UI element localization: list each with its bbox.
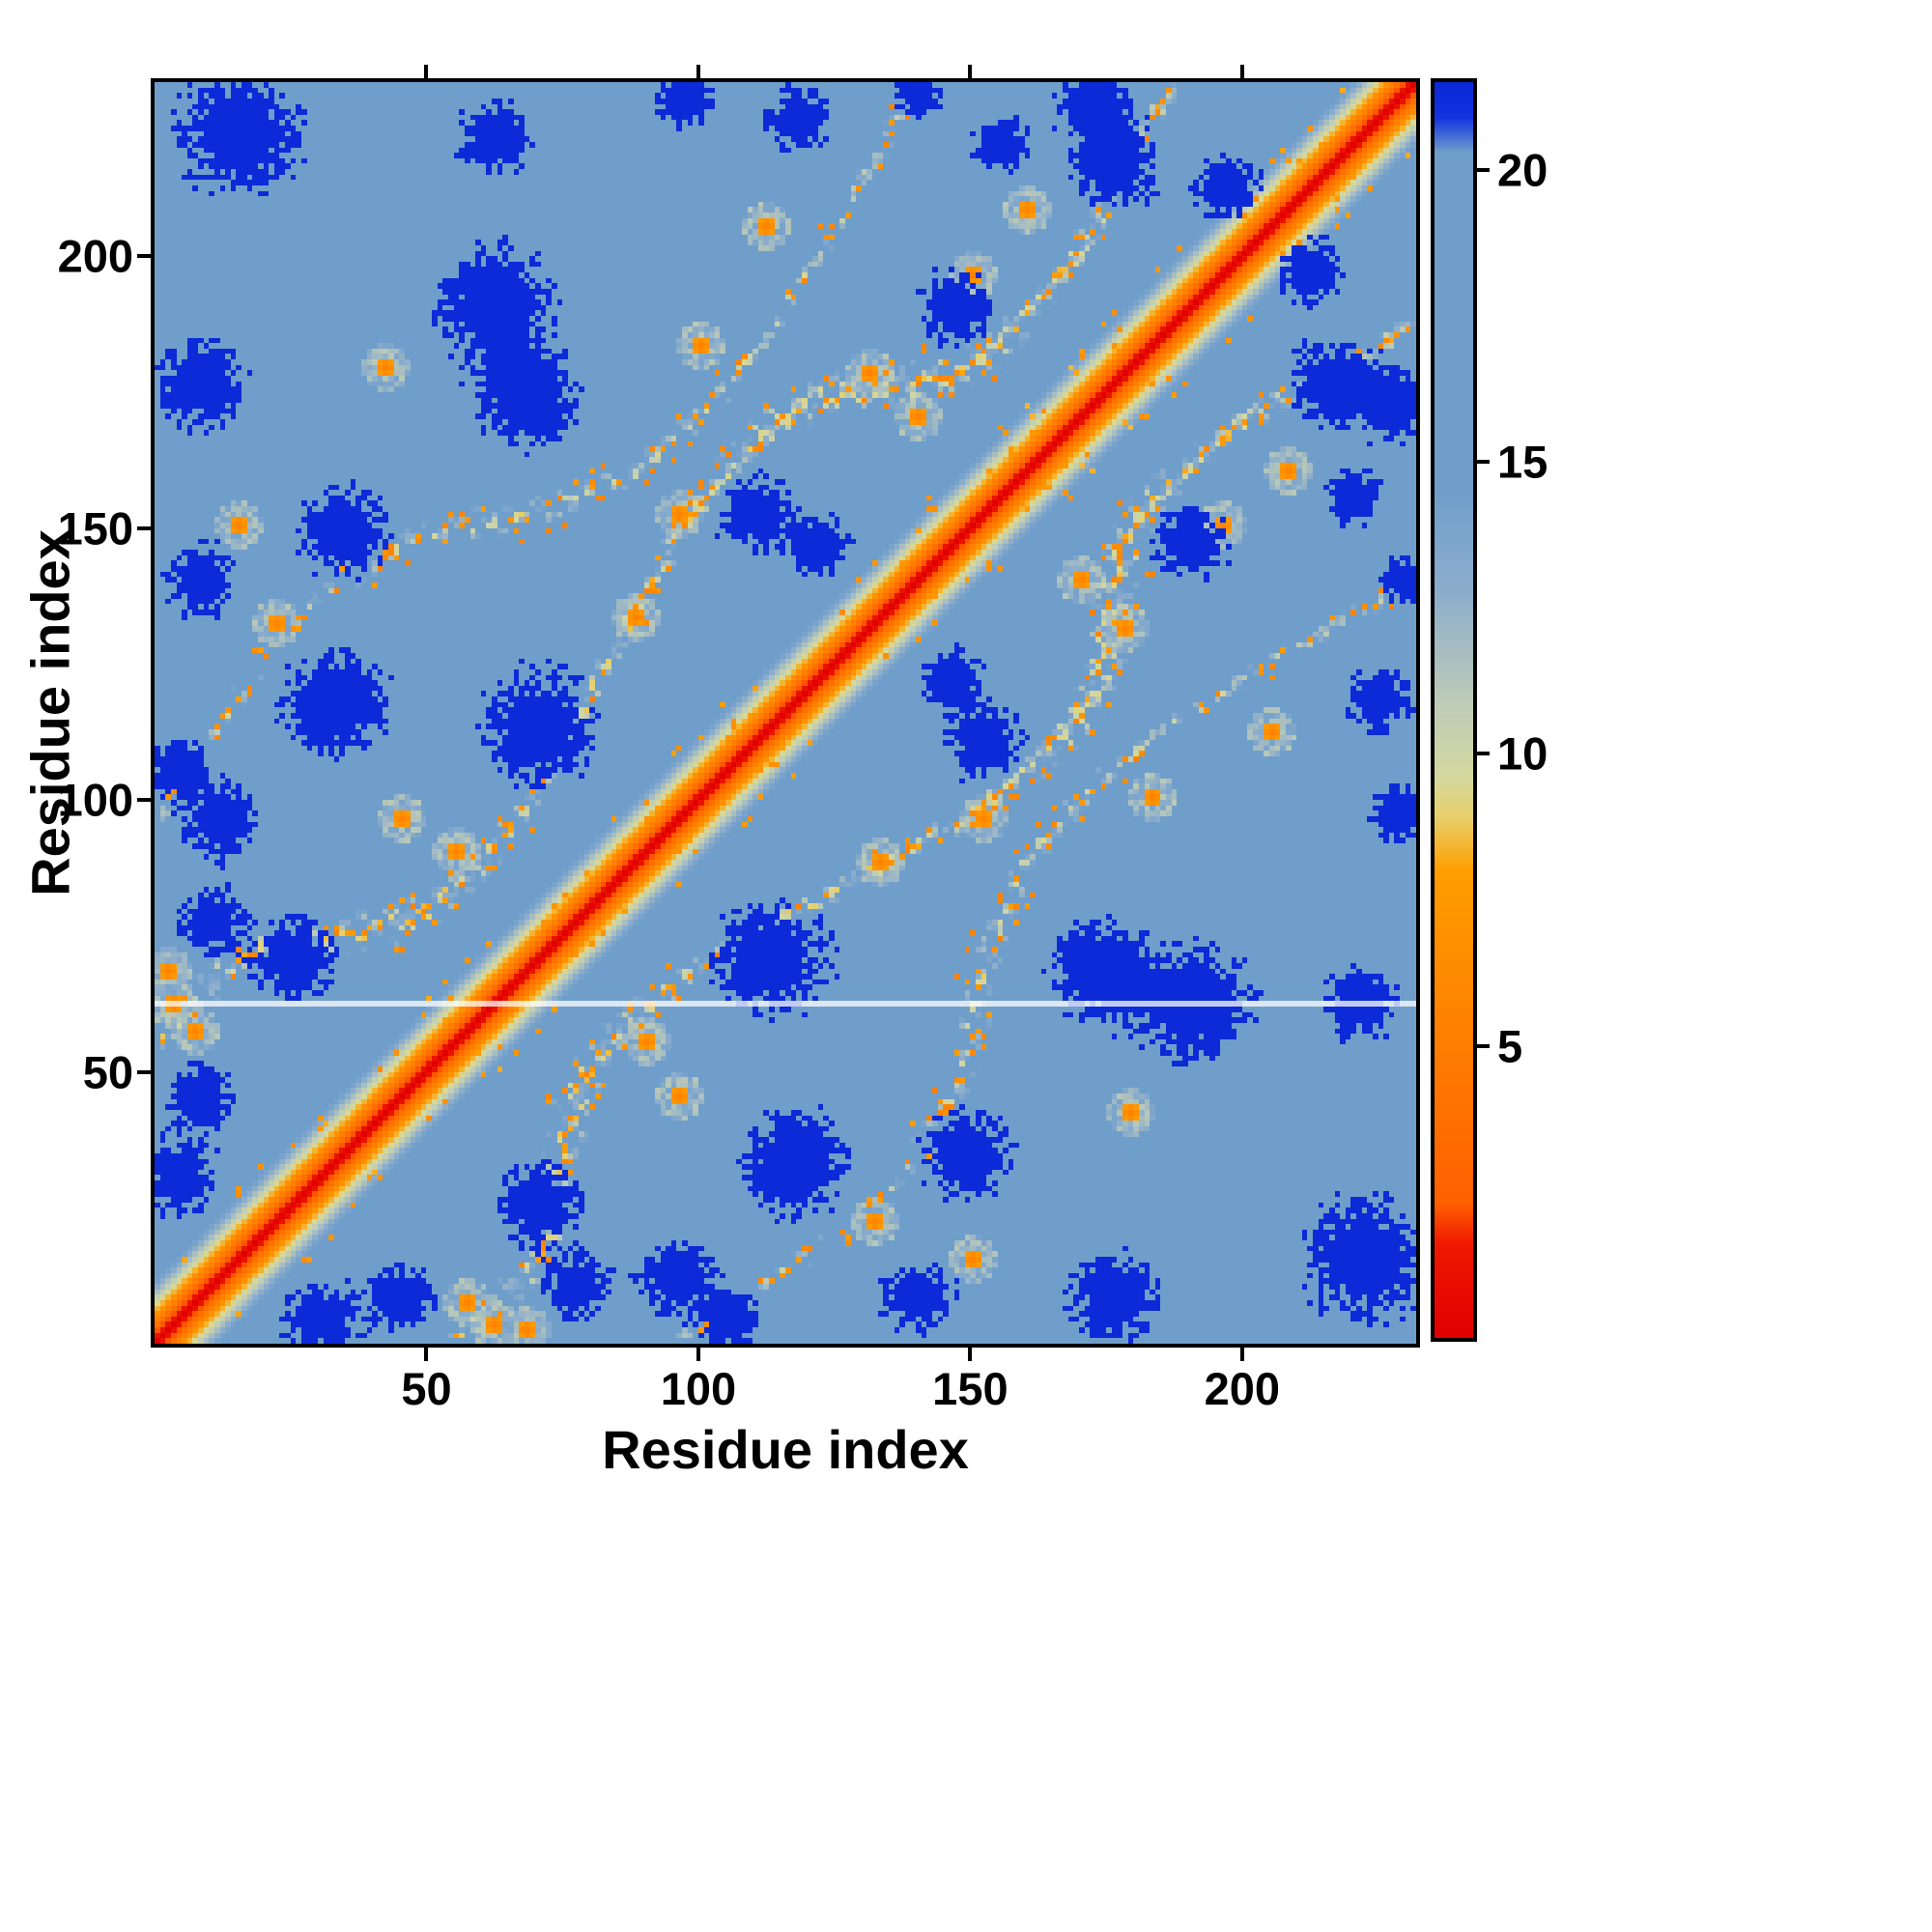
heatmap-canvas <box>155 82 1416 1344</box>
colorbar-canvas <box>1435 82 1473 1338</box>
x-tick-label: 50 <box>401 1363 452 1414</box>
colorbar-tick-label: 10 <box>1497 727 1548 780</box>
y-tick-label: 50 <box>82 1046 133 1098</box>
x-tick-mark <box>968 1348 973 1361</box>
y-tick-label: 100 <box>57 774 133 826</box>
x-tick-label: 100 <box>660 1363 737 1414</box>
colorbar-tick-label: 20 <box>1497 144 1548 196</box>
x-tick-mark <box>424 1348 429 1361</box>
x-axis-title: Residue index <box>602 1419 969 1480</box>
colorbar-tick-mark <box>1477 1043 1490 1048</box>
colorbar-tick-mark <box>1477 167 1490 172</box>
y-tick-label: 200 <box>57 230 133 282</box>
x-tick-mark <box>424 65 429 78</box>
colorbar-tick-label: 5 <box>1497 1020 1523 1072</box>
x-tick-mark <box>1239 1348 1244 1361</box>
y-tick-mark <box>137 1069 151 1074</box>
x-tick-mark <box>696 1348 700 1361</box>
x-tick-mark <box>968 65 973 78</box>
x-tick-mark <box>1239 65 1244 78</box>
colorbar-tick-mark <box>1477 752 1490 756</box>
colorbar-tick-label: 15 <box>1497 436 1548 488</box>
y-tick-mark <box>137 254 151 259</box>
y-axis-title: Residue index <box>19 529 81 896</box>
y-tick-mark <box>137 526 151 530</box>
y-tick-label: 150 <box>57 502 133 554</box>
y-tick-mark <box>137 798 151 803</box>
x-tick-label: 200 <box>1204 1363 1281 1414</box>
x-tick-mark <box>696 65 700 78</box>
x-tick-label: 150 <box>932 1363 1009 1414</box>
colorbar-tick-mark <box>1477 460 1490 465</box>
